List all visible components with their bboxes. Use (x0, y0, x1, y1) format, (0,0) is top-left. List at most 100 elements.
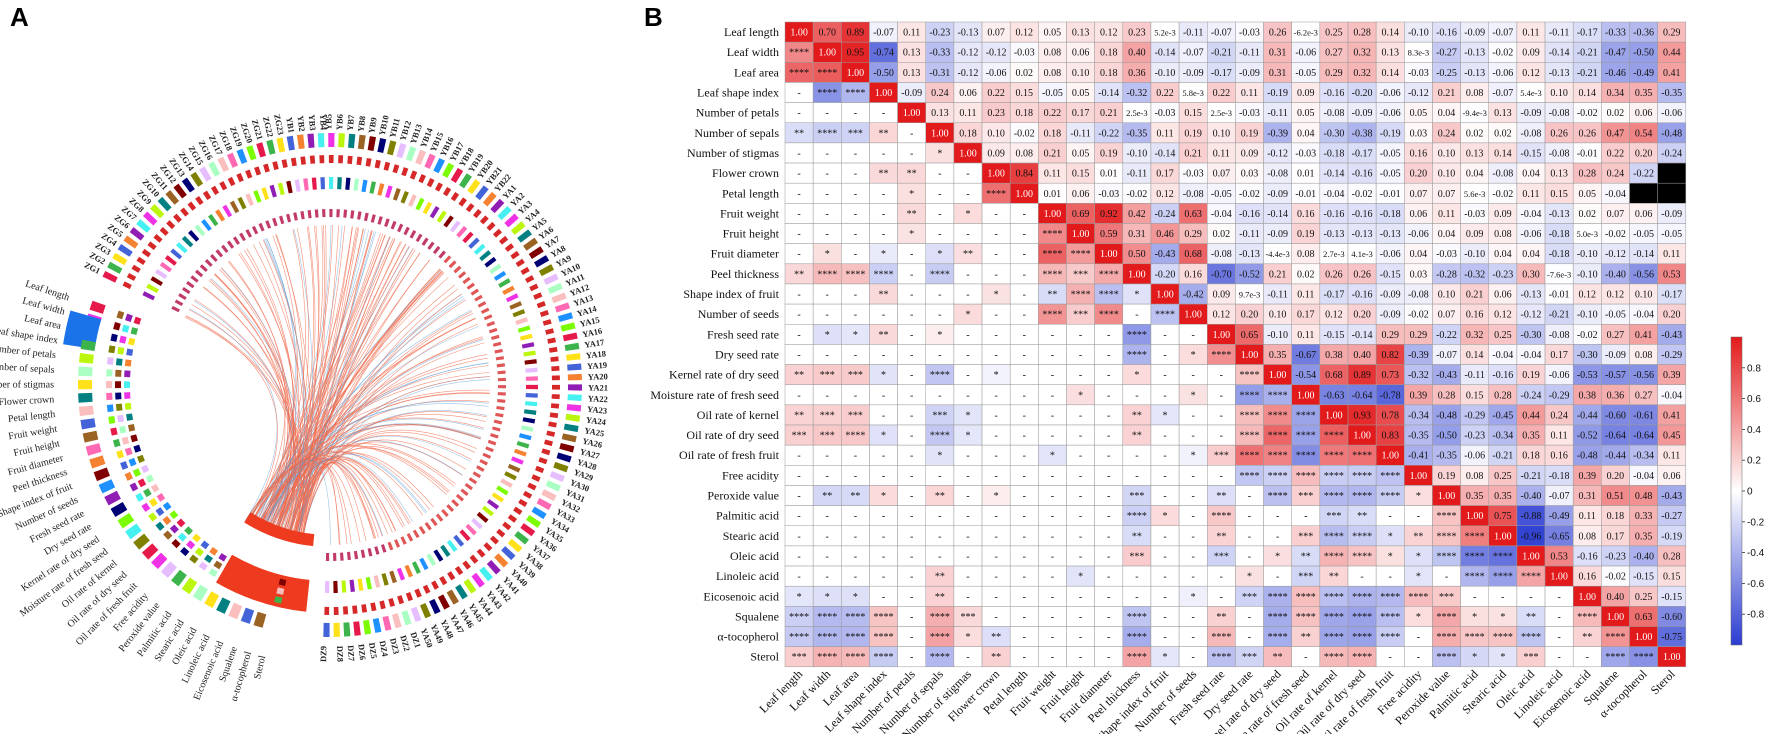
heatmap-cell-label: -0.04 (1521, 209, 1542, 220)
heatmap-cell-label: - (882, 350, 885, 361)
heatmap-cell-label: **** (1352, 652, 1372, 663)
accession-red-tick (525, 275, 535, 284)
heatmap-cell-label: 0.18 (959, 128, 977, 139)
heatmap-cell-label: - (797, 88, 800, 99)
heatmap-cell-label: - (938, 471, 941, 482)
heatmap-cell-label: 0.13 (1072, 28, 1090, 39)
row-label: Petal length (722, 186, 779, 200)
heatmap-cell-label: - (938, 350, 941, 361)
heatmap-cell-label: 1.00 (790, 28, 808, 39)
accession-inner-red-tick (245, 229, 252, 238)
heatmap-cell-label: 0.10 (1438, 169, 1456, 180)
heatmap-cell-label: - (826, 108, 829, 119)
heatmap-cell-label: **** (1324, 491, 1344, 502)
heatmap-cell-label: - (1417, 652, 1420, 663)
accession-inner-red-tick (377, 216, 383, 225)
heatmap-cell-label: 0.29 (1663, 28, 1681, 39)
accession-red-tick (338, 155, 344, 164)
heatmap-cell-label: -0.32 (1464, 269, 1485, 280)
heatmap-cell-label: - (826, 471, 829, 482)
heatmap-cell-label: - (1051, 511, 1054, 522)
heatmap-cell-label: * (965, 209, 970, 220)
heatmap-cell-label: 0.15 (1550, 189, 1568, 200)
heatmap-cell-label: -0.34 (1492, 431, 1513, 442)
heatmap-cell-label: -0.38 (1352, 128, 1373, 139)
heatmap-cell-label: 0.06 (1072, 189, 1090, 200)
heatmap-cell-label: 0.33 (1635, 511, 1653, 522)
heatmap-cell-label: 0.31 (1579, 491, 1597, 502)
accession-red-tick (300, 156, 306, 165)
heatmap-cell-label: -0.56 (1633, 269, 1654, 280)
heatmap-cell-label: 1.00 (1438, 491, 1456, 502)
heatmap-cell-label: -0.07 (1492, 28, 1513, 39)
heatmap-cell-label: -0.15 (1521, 148, 1542, 159)
heatmap-cell-label: - (938, 511, 941, 522)
heatmap-cell-label: - (826, 169, 829, 180)
heatmap-cell-label: -0.09 (1605, 350, 1626, 361)
heatmap-cell-label: 5.2e-3 (1154, 28, 1175, 38)
accession-red-tick (166, 220, 176, 230)
heatmap-cell-label: 0.84 (1016, 169, 1034, 180)
accession-inner-red-tick (403, 226, 410, 236)
heatmap-cell-label: -0.03 (1464, 209, 1485, 220)
heatmap-cell-label: -0.21 (1549, 310, 1570, 321)
heatmap-cell-label: -0.10 (1267, 330, 1288, 341)
heatmap-cell-label: - (797, 551, 800, 562)
accession-inner-tick (194, 224, 206, 237)
heatmap-cell-label: - (1023, 249, 1026, 260)
heatmap-cell-label: 1.00 (1044, 209, 1062, 220)
heatmap-cell-label: * (1191, 390, 1196, 401)
heatmap-cell-label: -0.11 (1267, 290, 1287, 301)
heatmap-cell-label: -0.30 (1324, 128, 1345, 139)
heatmap-cell-label: 1.00 (875, 88, 893, 99)
heatmap-cell-label: 0.16 (1297, 209, 1315, 220)
heatmap-cell-label: -0.36 (1633, 28, 1654, 39)
accession-inner-red-tick (350, 210, 355, 219)
accession-label: YA22 (588, 393, 608, 404)
heatmap-cell-label: **** (817, 269, 837, 280)
accession-color-tick (296, 134, 305, 150)
accession-color-tick (136, 219, 151, 233)
heatmap-cell-label: -0.49 (1633, 68, 1654, 79)
heatmap-cell-label: - (1135, 471, 1138, 482)
accession-label: YB11 (387, 117, 402, 139)
heatmap-cell-label: 1.00 (1410, 471, 1428, 482)
accession-inner-tick (519, 333, 533, 341)
heatmap-cell-label: - (910, 310, 913, 321)
accession-color-tick (551, 292, 567, 304)
heatmap-cell-label: - (882, 310, 885, 321)
heatmap-cell-label: - (1389, 511, 1392, 522)
heatmap-cell-label: -0.03 (1155, 108, 1176, 119)
heatmap-cell-label: 1.00 (1522, 551, 1540, 562)
heatmap-cell-label: -0.04 (1633, 310, 1654, 321)
heatmap-cell-label: 0.10 (1269, 310, 1287, 321)
heatmap-cell-label: 0.30 (1522, 269, 1540, 280)
heatmap-cell-label: - (1163, 350, 1166, 361)
heatmap-cell-label: **** (874, 612, 894, 623)
heatmap-cell-label: *** (792, 431, 807, 442)
heatmap-cell-label: ** (935, 572, 945, 583)
heatmap-cell-label: -0.43 (1661, 491, 1682, 502)
accession-color-tick (217, 156, 230, 173)
heatmap-cell-label: - (1163, 451, 1166, 462)
heatmap-cell-label: 5.4e-3 (1520, 88, 1541, 98)
heatmap-cell-label: 1.00 (931, 128, 949, 139)
accession-inner-tick (512, 309, 526, 318)
heatmap-cell-label: - (1023, 209, 1026, 220)
heatmap-cell-label: - (1023, 612, 1026, 623)
heatmap-cell-label: -0.08 (1521, 128, 1542, 139)
heatmap-cell-label: - (910, 350, 913, 361)
heatmap-cell-label: * (881, 370, 886, 381)
heatmap-cell-label: *** (1298, 531, 1313, 542)
heatmap-cell-label: - (1107, 652, 1110, 663)
heatmap-cell-label: -0.32 (1408, 370, 1429, 381)
accession-inner-red-tick (443, 255, 452, 264)
heatmap-cell-label: 0.16 (1410, 148, 1428, 159)
heatmap-cell-label: 0.08 (1016, 148, 1034, 159)
heatmap-cell-label: -0.15 (1633, 572, 1654, 583)
heatmap-cell-label: -0.16 (1324, 88, 1345, 99)
heatmap-cell-label: -0.09 (1380, 290, 1401, 301)
heatmap-cell-label: - (826, 209, 829, 220)
heatmap-cell-label: **** (930, 652, 950, 663)
accession-red-tick (147, 241, 157, 250)
